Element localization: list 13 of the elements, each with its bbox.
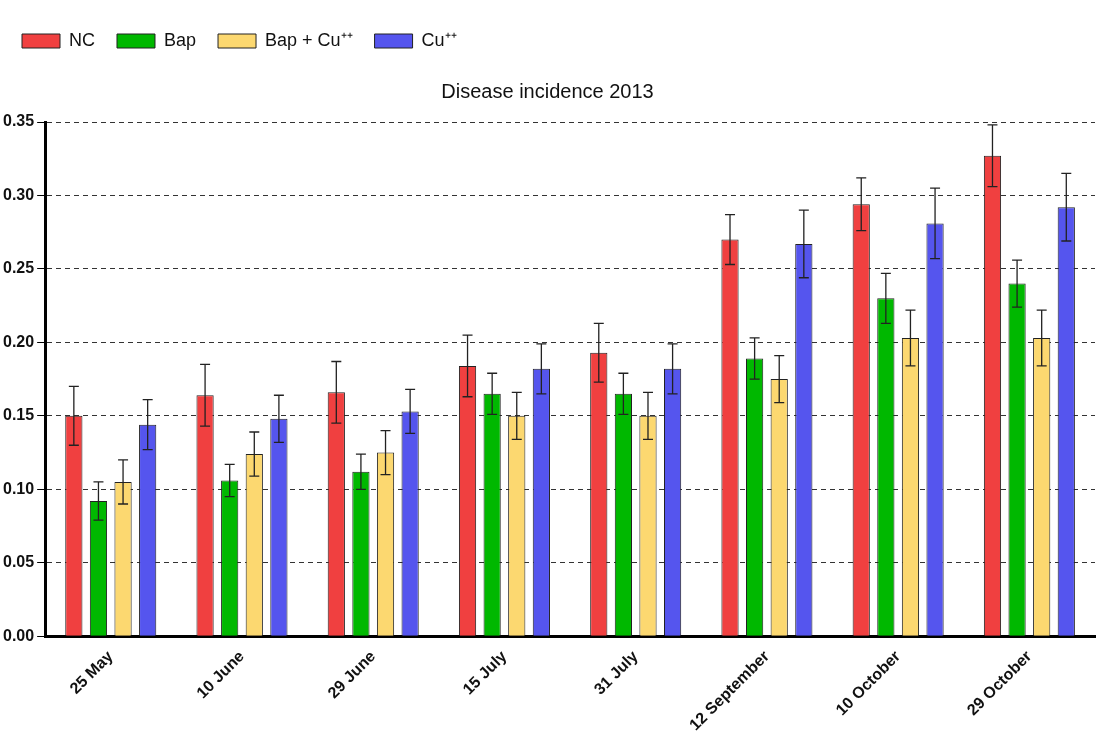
y-tick-label: 0.15 [3,406,35,424]
y-tick-label: 0.30 [3,185,35,203]
y-tick-label: 0.20 [3,332,35,350]
legend-label: Cu⁺⁺ [421,29,457,50]
y-tick-label: 0.35 [3,112,35,130]
y-tick-label: 0.25 [3,259,35,277]
legend-label: Bap + Cu⁺⁺ [265,29,353,50]
chart-title: Disease incidence 2013 [441,79,654,102]
y-tick-label: 0.10 [3,479,35,497]
legend-label: Bap [164,29,197,50]
legend-label: NC [69,29,95,50]
y-tick-label: 0.05 [3,553,35,571]
y-tick-label: 0.00 [3,626,35,644]
